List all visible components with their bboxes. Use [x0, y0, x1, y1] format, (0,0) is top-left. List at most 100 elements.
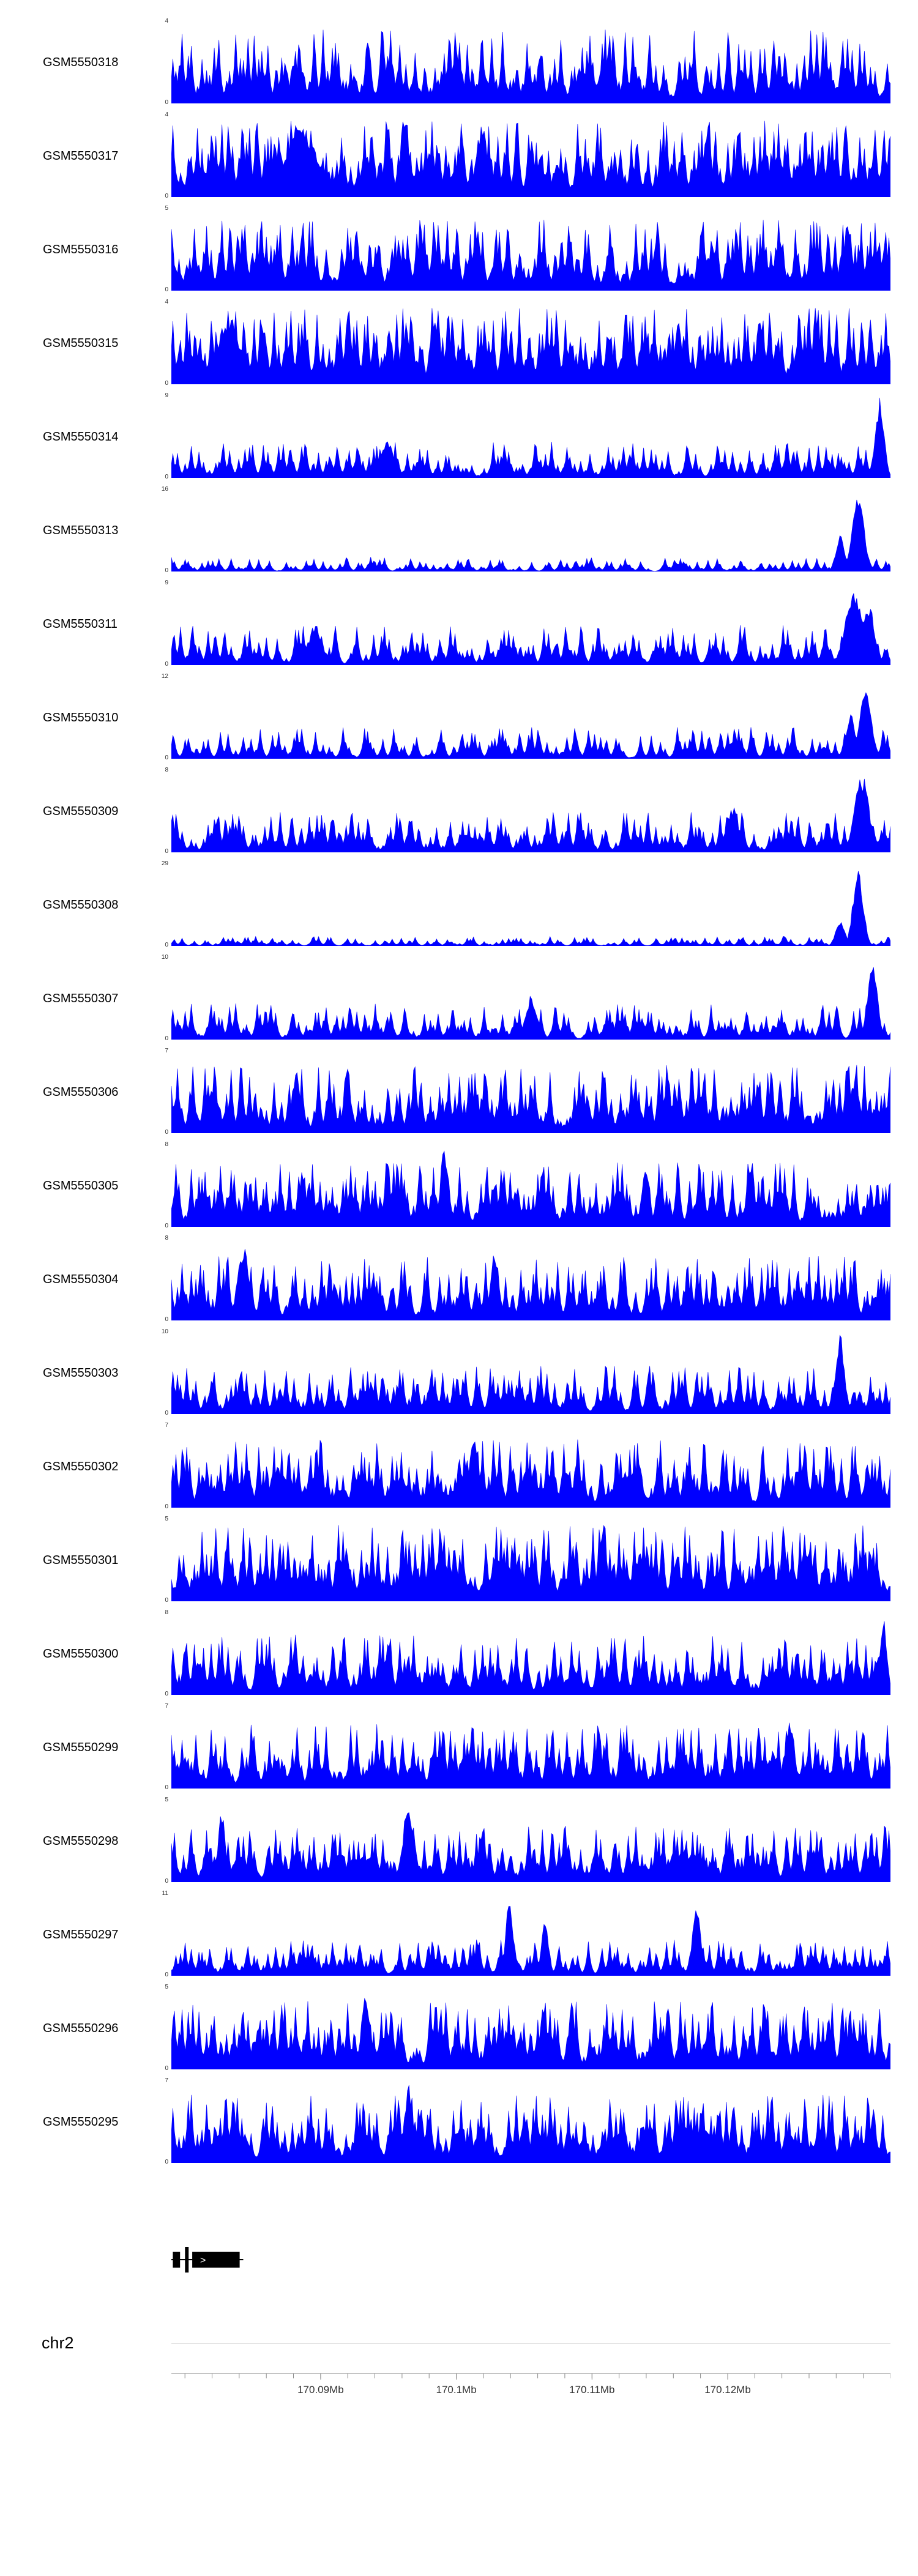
signal-polygon	[171, 1621, 890, 1695]
track-ymax-label: 8	[165, 1609, 168, 1616]
signal-polygon	[171, 967, 890, 1040]
signal-polygon	[171, 1525, 890, 1601]
track-ymin-label: 0	[165, 193, 168, 199]
track-signal-plot	[171, 1333, 890, 1414]
track-ymin-label: 0	[165, 1503, 168, 1510]
chromosome-label: chr2	[42, 2333, 74, 2352]
signal-track-row: GSM5550314 9 0	[0, 392, 918, 480]
axis-tick-label: 170.1Mb	[436, 2384, 477, 2395]
track-signal-plot	[171, 1239, 890, 1320]
track-signal-plot	[171, 1707, 890, 1789]
track-ymax-label: 5	[165, 205, 168, 212]
track-signal-area	[171, 1439, 890, 1508]
track-signal-area	[171, 398, 890, 478]
track-signal-plot	[171, 396, 890, 478]
signal-polygon	[171, 121, 890, 197]
track-signal-area	[171, 967, 890, 1040]
track-ymax-label: 5	[165, 1984, 168, 1990]
signal-track-row: GSM5550310 12 0	[0, 673, 918, 761]
track-ymin-label: 0	[165, 2065, 168, 2072]
track-label: GSM5550306	[43, 1085, 119, 1099]
track-signal-area	[171, 592, 890, 665]
signal-track-row: GSM5550303 10 0	[0, 1328, 918, 1416]
signal-polygon	[171, 2085, 890, 2163]
gene-exon-box	[173, 2252, 181, 2268]
track-ymin-label: 0	[165, 99, 168, 106]
track-ymax-label: 16	[161, 486, 168, 493]
track-y-axis: 12 0	[156, 673, 171, 761]
genome-axis-row: 170.09Mb 170.1Mb 170.11Mb 170.12Mb	[0, 2371, 918, 2405]
signal-track-row: GSM5550304 8 0	[0, 1235, 918, 1323]
track-ymin-label: 0	[165, 754, 168, 761]
track-label: GSM5550295	[43, 2115, 119, 2129]
track-signal-plot	[171, 1614, 890, 1695]
track-label: GSM5550296	[43, 2022, 119, 2035]
track-ymax-label: 5	[165, 1516, 168, 1522]
track-y-axis: 10 0	[156, 954, 171, 1042]
track-signal-area	[171, 2085, 890, 2163]
track-ymin-label: 0	[165, 1878, 168, 1885]
track-signal-area	[171, 1906, 890, 1976]
signal-tracks: GSM5550318 4 0 GSM5550317 4 0 GSM5550316…	[0, 18, 918, 2165]
signal-polygon	[171, 1812, 890, 1882]
track-ymax-label: 4	[165, 299, 168, 305]
track-y-axis: 10 0	[156, 1328, 171, 1416]
track-signal-plot	[171, 1520, 890, 1601]
track-ymin-label: 0	[165, 1223, 168, 1229]
track-y-axis: 7 0	[156, 1703, 171, 1791]
signal-polygon	[171, 1439, 890, 1508]
track-label: GSM5550303	[43, 1366, 119, 1380]
signal-polygon	[171, 1906, 890, 1976]
track-signal-area	[171, 1335, 890, 1414]
track-y-axis: 8 0	[156, 1235, 171, 1323]
track-signal-area	[171, 778, 890, 852]
track-signal-area	[171, 1249, 890, 1320]
signal-polygon	[171, 1997, 890, 2069]
track-signal-plot	[171, 2082, 890, 2163]
track-ymax-label: 9	[165, 579, 168, 586]
gene-exon-box	[185, 2247, 189, 2273]
track-ymin-label: 0	[165, 474, 168, 480]
signal-track-row: GSM5550306 7 0	[0, 1048, 918, 1136]
signal-polygon	[171, 1722, 890, 1789]
track-signal-area	[171, 1997, 890, 2069]
track-signal-plot	[171, 1145, 890, 1227]
track-label: GSM5550311	[43, 617, 118, 631]
track-signal-area	[171, 1150, 890, 1227]
track-ymax-label: 29	[161, 860, 168, 867]
track-ymax-label: 7	[165, 1048, 168, 1054]
track-signal-area	[171, 1722, 890, 1789]
track-ymin-label: 0	[165, 1691, 168, 1697]
track-y-axis: 5 0	[156, 1796, 171, 1885]
signal-polygon	[171, 499, 890, 571]
track-ymax-label: 7	[165, 2077, 168, 2084]
track-ymin-label: 0	[165, 1597, 168, 1604]
track-y-axis: 8 0	[156, 767, 171, 855]
track-signal-plot	[171, 1426, 890, 1508]
track-label: GSM5550302	[43, 1460, 119, 1473]
signal-track-row: GSM5550296 5 0	[0, 1984, 918, 2072]
signal-polygon	[171, 778, 890, 852]
track-label: GSM5550318	[43, 56, 119, 69]
gene-strand-arrow-icon: >	[200, 2255, 206, 2266]
signal-track-row: GSM5550318 4 0	[0, 18, 918, 106]
signal-track-row: GSM5550317 4 0	[0, 111, 918, 199]
track-ymax-label: 11	[162, 1890, 168, 1897]
track-ymax-label: 8	[165, 1141, 168, 1148]
signal-track-row: GSM5550295 7 0	[0, 2077, 918, 2165]
signal-track-row: GSM5550297 11 0	[0, 1890, 918, 1978]
gene-exon-box	[192, 2252, 240, 2268]
gene-model: >	[171, 2247, 244, 2273]
track-ymin-label: 0	[165, 2159, 168, 2165]
track-label: GSM5550310	[43, 711, 119, 724]
track-y-axis: 4 0	[156, 111, 171, 199]
track-y-axis: 29 0	[156, 860, 171, 948]
track-signal-area	[171, 692, 890, 759]
track-label: GSM5550301	[43, 1554, 119, 1567]
track-signal-plot	[171, 771, 890, 852]
signal-polygon	[171, 398, 890, 478]
signal-track-row: GSM5550298 5 0	[0, 1796, 918, 1885]
track-signal-plot	[171, 677, 890, 759]
track-label: GSM5550300	[43, 1647, 119, 1661]
